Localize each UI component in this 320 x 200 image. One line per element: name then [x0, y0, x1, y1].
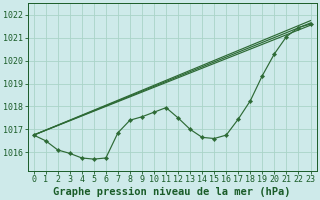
X-axis label: Graphe pression niveau de la mer (hPa): Graphe pression niveau de la mer (hPa) — [53, 186, 291, 197]
